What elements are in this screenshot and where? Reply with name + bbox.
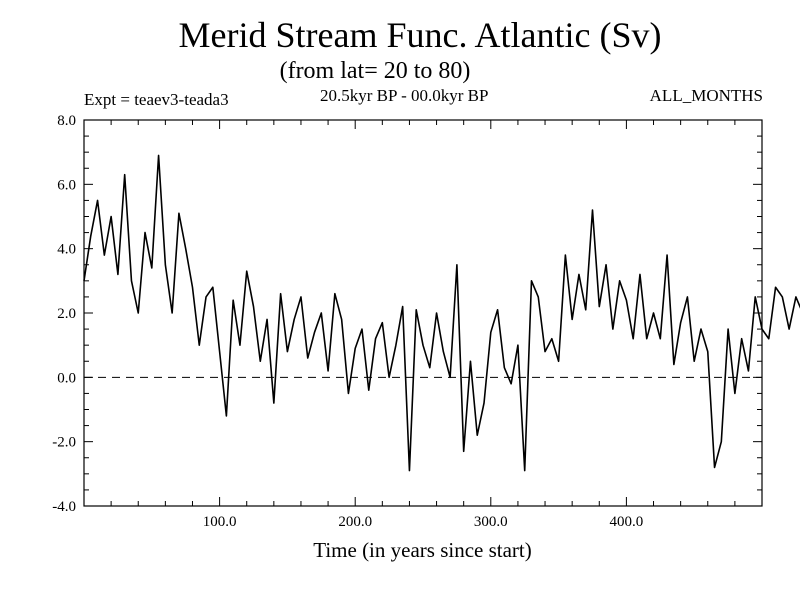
y-tick-label: 6.0 — [57, 177, 76, 193]
chart-title: Merid Stream Func. Atlantic (Sv) — [178, 15, 662, 55]
y-tick-label: -4.0 — [52, 499, 76, 515]
months-label: ALL_MONTHS — [649, 86, 763, 105]
experiment-label: Expt = teaev3-teada3 — [84, 90, 229, 109]
x-tick-label: 400.0 — [610, 514, 644, 530]
x-axis-label: Time (in years since start) — [313, 538, 532, 562]
x-tick-label: 200.0 — [338, 514, 372, 530]
y-tick-label: 0.0 — [57, 370, 76, 386]
y-tick-label: -2.0 — [52, 435, 76, 451]
plot-frame — [83, 119, 763, 507]
x-tick-label: 300.0 — [474, 514, 508, 530]
y-tick-label: 2.0 — [57, 306, 76, 322]
y-tick-label: 4.0 — [57, 242, 76, 258]
x-tick-label: 100.0 — [203, 514, 237, 530]
y-tick-label: 8.0 — [57, 113, 76, 129]
time-range-label: 20.5kyr BP - 00.0kyr BP — [320, 86, 489, 105]
series-line — [83, 154, 800, 472]
chart-subtitle: (from lat= 20 to 80) — [279, 58, 471, 84]
